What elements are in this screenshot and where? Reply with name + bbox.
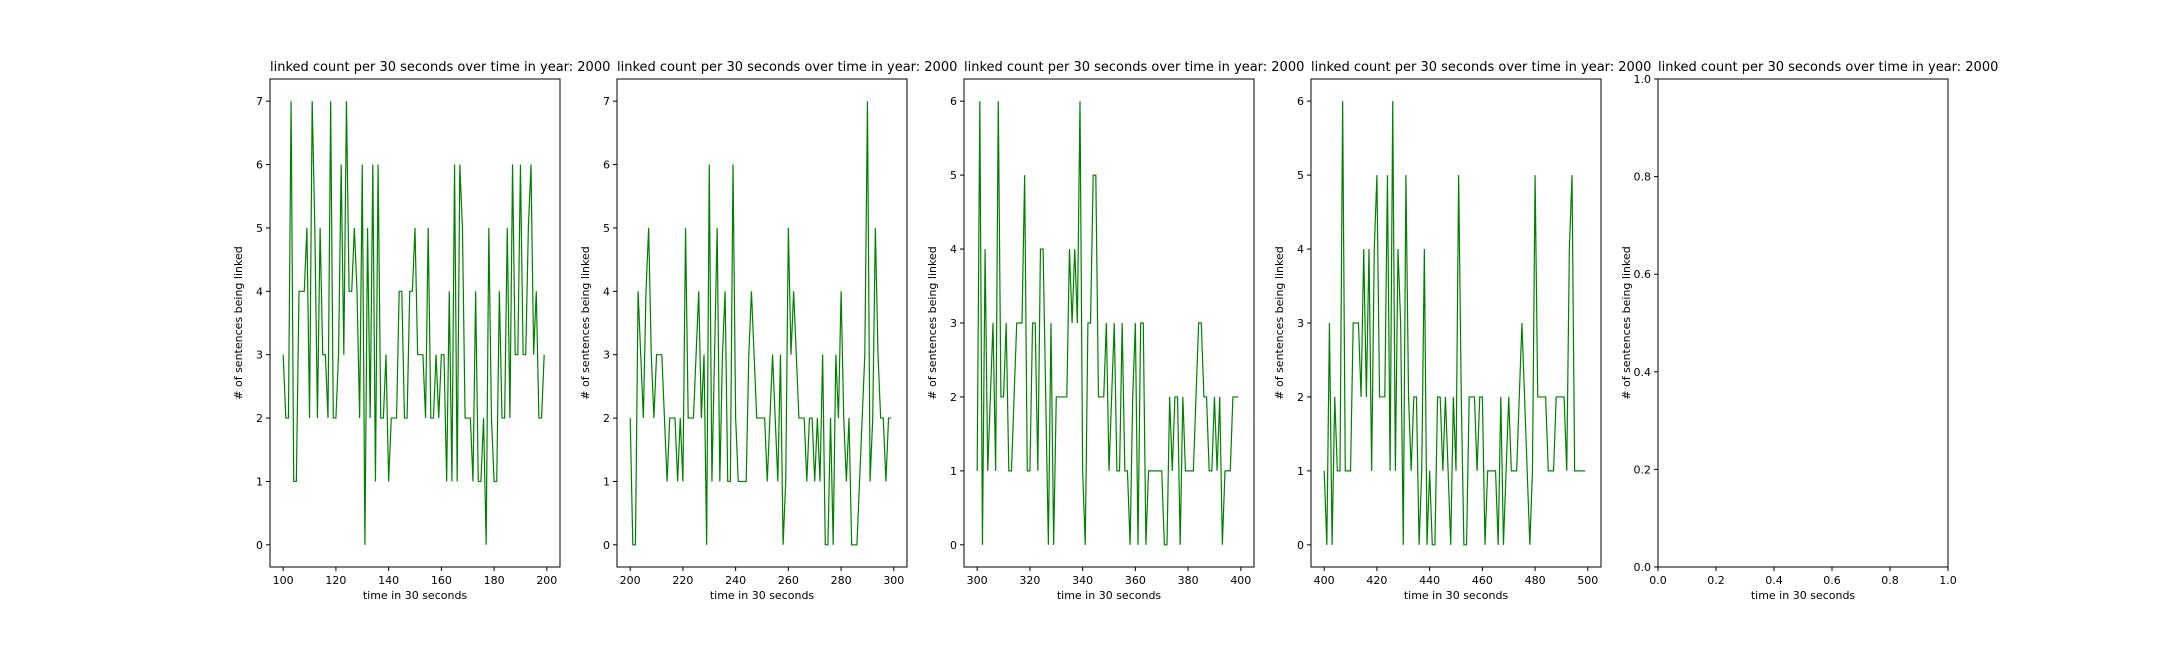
x-tick-label: 300	[883, 574, 904, 587]
x-tick-label: 0.0	[1649, 574, 1667, 587]
y-tick-label: 0	[950, 539, 957, 552]
chart-panel-2: linked count per 30 seconds over time in…	[579, 60, 957, 602]
y-tick-label: 5	[950, 169, 957, 182]
y-tick-label: 3	[603, 349, 610, 362]
x-tick-label: 120	[325, 574, 346, 587]
x-tick-label: 360	[1125, 574, 1146, 587]
y-tick-label: 0.8	[1634, 171, 1652, 184]
y-tick-label: 1	[603, 475, 610, 488]
y-tick-label: 0	[603, 539, 610, 552]
x-axis-label: time in 30 seconds	[1404, 589, 1509, 602]
y-axis-label: # of sentences being linked	[232, 246, 245, 399]
x-tick-label: 180	[484, 574, 505, 587]
data-series-line	[1323, 101, 1586, 546]
x-tick-label: 0.2	[1707, 574, 1725, 587]
x-tick-label: 460	[1472, 574, 1493, 587]
y-tick-label: 5	[1297, 169, 1304, 182]
data-series-line	[629, 101, 892, 546]
y-tick-label: 2	[256, 412, 263, 425]
chart-title: linked count per 30 seconds over time in…	[1311, 60, 1651, 75]
x-tick-label: 200	[620, 574, 641, 587]
plot-frame	[616, 78, 908, 568]
x-tick-label: 140	[378, 574, 399, 587]
y-axis-label: # of sentences being linked	[579, 246, 592, 399]
y-tick-label: 2	[1297, 391, 1304, 404]
y-tick-label: 6	[1297, 95, 1304, 108]
x-tick-label: 300	[967, 574, 988, 587]
y-tick-label: 3	[1297, 317, 1304, 330]
x-tick-label: 200	[536, 574, 557, 587]
y-axis-label: # of sentences being linked	[926, 246, 939, 399]
chart-title: linked count per 30 seconds over time in…	[270, 60, 610, 75]
y-tick-label: 4	[603, 285, 610, 298]
y-tick-label: 4	[1297, 243, 1304, 256]
y-tick-label: 0	[256, 539, 263, 552]
x-tick-label: 400	[1230, 574, 1251, 587]
x-axis-label: time in 30 seconds	[363, 589, 468, 602]
y-tick-label: 1.0	[1634, 73, 1652, 86]
chart-panel-4: linked count per 30 seconds over time in…	[1273, 60, 1651, 602]
plot-frame	[269, 78, 561, 568]
plot-frame	[963, 78, 1255, 568]
data-series-line	[976, 101, 1239, 546]
y-tick-label: 0.4	[1634, 366, 1652, 379]
chart-panel-3: linked count per 30 seconds over time in…	[926, 60, 1304, 602]
y-tick-label: 3	[950, 317, 957, 330]
y-tick-label: 5	[256, 222, 263, 235]
x-tick-label: 160	[431, 574, 452, 587]
x-tick-label: 340	[1072, 574, 1093, 587]
y-tick-label: 7	[603, 95, 610, 108]
x-tick-label: 320	[1019, 574, 1040, 587]
x-tick-label: 420	[1366, 574, 1387, 587]
y-axis-label: # of sentences being linked	[1273, 246, 1286, 399]
x-tick-label: 240	[725, 574, 746, 587]
x-tick-label: 280	[831, 574, 852, 587]
x-axis-label: time in 30 seconds	[1057, 589, 1162, 602]
y-tick-label: 1	[1297, 465, 1304, 478]
x-tick-label: 0.8	[1881, 574, 1899, 587]
chart-title: linked count per 30 seconds over time in…	[1658, 60, 1998, 75]
y-tick-label: 0	[1297, 539, 1304, 552]
y-tick-label: 2	[603, 412, 610, 425]
y-tick-label: 7	[256, 95, 263, 108]
data-series-line	[282, 101, 545, 545]
y-tick-label: 6	[603, 159, 610, 172]
x-tick-label: 220	[672, 574, 693, 587]
x-tick-label: 100	[273, 574, 294, 587]
y-tick-label: 1	[256, 475, 263, 488]
x-tick-label: 480	[1525, 574, 1546, 587]
y-tick-label: 0.2	[1634, 463, 1652, 476]
y-tick-label: 6	[950, 95, 957, 108]
y-tick-label: 0.6	[1634, 268, 1652, 281]
x-tick-label: 0.6	[1823, 574, 1841, 587]
plot-frame	[1657, 78, 1949, 568]
x-tick-label: 1.0	[1939, 574, 1957, 587]
chart-title: linked count per 30 seconds over time in…	[964, 60, 1304, 75]
x-tick-label: 260	[778, 574, 799, 587]
chart-panel-1: linked count per 30 seconds over time in…	[232, 60, 610, 602]
x-tick-label: 380	[1178, 574, 1199, 587]
chart-panel-5: linked count per 30 seconds over time in…	[1620, 60, 1998, 602]
y-tick-label: 1	[950, 465, 957, 478]
x-axis-label: time in 30 seconds	[710, 589, 815, 602]
y-tick-label: 5	[603, 222, 610, 235]
y-tick-label: 6	[256, 159, 263, 172]
y-tick-label: 0.0	[1634, 561, 1652, 574]
y-tick-label: 3	[256, 349, 263, 362]
x-axis-label: time in 30 seconds	[1751, 589, 1856, 602]
x-tick-label: 500	[1577, 574, 1598, 587]
y-tick-label: 2	[950, 391, 957, 404]
x-tick-label: 400	[1314, 574, 1335, 587]
y-tick-label: 4	[950, 243, 957, 256]
y-tick-label: 4	[256, 285, 263, 298]
y-axis-label: # of sentences being linked	[1620, 246, 1633, 399]
x-tick-label: 0.4	[1765, 574, 1783, 587]
chart-title: linked count per 30 seconds over time in…	[617, 60, 957, 75]
x-tick-label: 440	[1419, 574, 1440, 587]
